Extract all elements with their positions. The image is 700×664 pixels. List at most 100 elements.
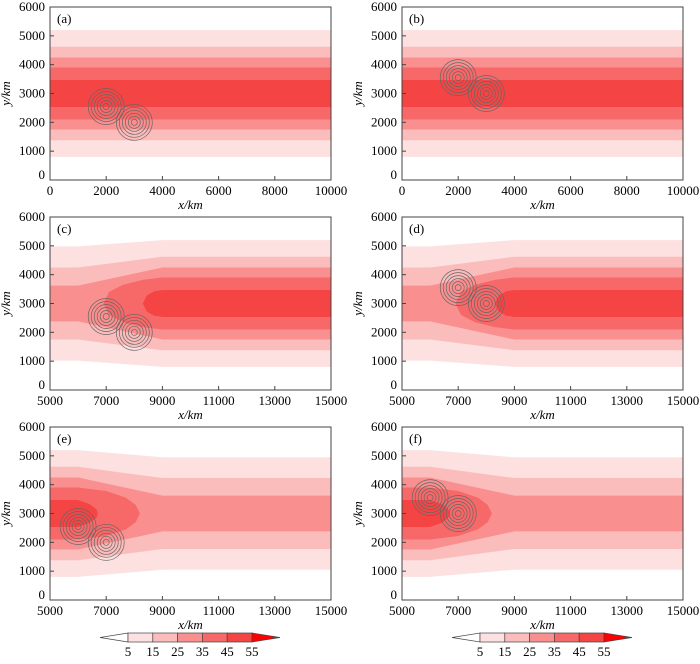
y-tick-label: 4000 bbox=[371, 57, 397, 72]
vortex-contour-2 bbox=[102, 538, 110, 546]
vortex-contour-2 bbox=[90, 526, 122, 558]
y-tick-label: 4000 bbox=[19, 267, 45, 282]
x-tick-label: 9000 bbox=[149, 603, 175, 618]
vortex-contour-2 bbox=[473, 291, 499, 316]
x-axis-label: x/km bbox=[177, 197, 203, 212]
panel-e: 5000 7000 9000 11000 13000 15000 0 1000 2000 3000… bbox=[0, 419, 347, 632]
vortex-contour-2 bbox=[470, 288, 502, 319]
colorbar-1: 5 15 25 35 45 55 bbox=[99, 632, 281, 659]
panel-b: 0 2000 4000 6000 8000 10000 0 1000 2000 3000 4000 5… bbox=[350, 0, 699, 212]
y-axis-label: y/km bbox=[350, 81, 365, 108]
colorbar-max-extension bbox=[251, 632, 281, 643]
vortex-contour-2 bbox=[482, 300, 490, 307]
vortex-contour-2 bbox=[479, 87, 493, 100]
y-tick-label: 1000 bbox=[19, 563, 45, 578]
vortex-contour-2 bbox=[115, 313, 153, 351]
vortex-contour-1 bbox=[454, 74, 462, 81]
colorbar-segment bbox=[578, 632, 605, 643]
vortex-contour-1 bbox=[448, 278, 468, 297]
vortex-contour-1 bbox=[445, 275, 471, 300]
x-tick-label: 10000 bbox=[315, 183, 348, 198]
panel-c: 5000 7000 9000 11000 13000 15000 0 1000 2000 3000… bbox=[0, 209, 347, 422]
colorbar-label: 45 bbox=[573, 644, 586, 659]
colorbar-label: 5 bbox=[477, 644, 484, 659]
y-tick-label: 1000 bbox=[19, 143, 45, 158]
vortex-contour-1 bbox=[448, 68, 468, 87]
y-tick-label: 6000 bbox=[371, 0, 397, 14]
vortex-contour-2 bbox=[473, 81, 499, 106]
colorbar-label: 15 bbox=[498, 644, 511, 659]
vortex-contour-1 bbox=[102, 103, 110, 110]
vortex-contour-2 bbox=[476, 294, 496, 313]
x-tick-label: 15000 bbox=[667, 603, 700, 618]
x-tick-label: 11000 bbox=[203, 603, 235, 618]
panel-label: (e) bbox=[57, 431, 71, 446]
colorbar-label: 35 bbox=[548, 644, 561, 659]
panel-f: 5000 7000 9000 11000 13000 15000 0 1000 2000 3000… bbox=[350, 419, 699, 632]
x-tick-label: 6000 bbox=[558, 183, 584, 198]
vortex-contour-1 bbox=[411, 479, 449, 516]
y-tick-label: 2000 bbox=[19, 324, 45, 339]
vortex-contour-1 bbox=[68, 517, 88, 536]
colorbar-segment bbox=[202, 632, 228, 643]
vortex-contour-2 bbox=[121, 109, 147, 135]
x-tick-label: 4000 bbox=[501, 183, 527, 198]
y-tick-label: 0 bbox=[39, 587, 46, 602]
vortex-contour-2 bbox=[124, 322, 144, 342]
colorbar-label: 15 bbox=[146, 644, 159, 659]
vortex-contour-1 bbox=[99, 310, 113, 323]
x-tick-label: 8000 bbox=[614, 183, 640, 198]
vortex-contour-2 bbox=[482, 90, 490, 97]
colorbar-min-extension bbox=[451, 632, 481, 643]
vortex-contour-1 bbox=[65, 514, 91, 539]
x-tick-label: 9000 bbox=[501, 393, 527, 408]
contour-band-25 bbox=[402, 477, 683, 550]
y-tick-label: 5000 bbox=[19, 448, 45, 463]
colorbar-max-extension bbox=[603, 632, 633, 643]
x-tick-label: 7000 bbox=[93, 603, 119, 618]
y-axis-label: y/km bbox=[350, 501, 365, 528]
x-tick-label: 8000 bbox=[262, 183, 288, 198]
y-tick-label: 4000 bbox=[371, 267, 397, 282]
vortex-contour-1 bbox=[87, 88, 125, 125]
vortex-contour-1 bbox=[87, 298, 125, 335]
x-tick-label: 7000 bbox=[93, 393, 119, 408]
y-axis-label: y/km bbox=[0, 81, 13, 108]
contour-band-45 bbox=[50, 499, 98, 528]
y-tick-label: 0 bbox=[39, 377, 46, 392]
colorbar-label: 55 bbox=[246, 644, 259, 659]
x-tick-label: 2000 bbox=[445, 183, 471, 198]
y-tick-label: 6000 bbox=[19, 209, 45, 224]
y-tick-label: 6000 bbox=[19, 0, 45, 14]
vortex-contour-1 bbox=[454, 284, 462, 291]
y-tick-label: 5000 bbox=[371, 28, 397, 43]
vortex-contour-1 bbox=[90, 301, 122, 332]
y-tick-label: 1000 bbox=[371, 353, 397, 368]
x-tick-label: 9000 bbox=[501, 603, 527, 618]
vortex-contour-1 bbox=[102, 313, 110, 320]
colorbar-segment bbox=[554, 632, 580, 643]
x-tick-label: 5000 bbox=[389, 603, 415, 618]
colorbar-label: 35 bbox=[196, 644, 209, 659]
colorbar-segment bbox=[127, 632, 154, 643]
y-tick-label: 4000 bbox=[19, 57, 45, 72]
vortex-contour-2 bbox=[448, 504, 468, 523]
colorbar-label: 55 bbox=[598, 644, 611, 659]
y-tick-label: 6000 bbox=[371, 209, 397, 224]
y-tick-label: 1000 bbox=[371, 563, 397, 578]
x-tick-label: 0 bbox=[47, 183, 54, 198]
panel-a: 0 2000 4000 6000 8000 10000 0 1000 2000 3000 4000 5… bbox=[0, 0, 347, 212]
x-tick-label: 15000 bbox=[315, 393, 348, 408]
vortex-contour-1 bbox=[451, 71, 465, 84]
contour-fill bbox=[50, 450, 331, 577]
vortex-contour-2 bbox=[118, 106, 150, 138]
colorbar-label: 25 bbox=[171, 644, 184, 659]
vortex-contour-2 bbox=[130, 118, 138, 126]
vortex-contour-2 bbox=[118, 316, 150, 348]
y-tick-label: 0 bbox=[391, 167, 398, 182]
y-tick-label: 3000 bbox=[19, 86, 45, 101]
x-tick-label: 15000 bbox=[667, 393, 700, 408]
vortex-contour-2 bbox=[121, 319, 147, 345]
colorbar-segment bbox=[226, 632, 253, 643]
